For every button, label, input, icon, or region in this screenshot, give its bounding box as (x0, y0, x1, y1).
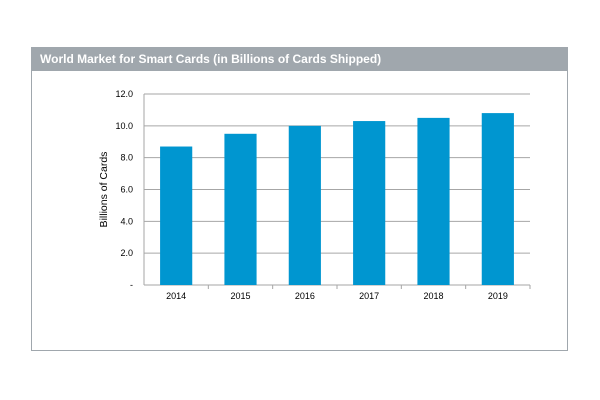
y-tick-label: 8.0 (120, 153, 133, 163)
bar-2019 (481, 113, 514, 285)
y-axis-label: Billions of Cards (98, 152, 110, 228)
bar-2017 (353, 121, 386, 285)
y-tick-label: 6.0 (120, 185, 133, 195)
x-tick-label: 2017 (359, 291, 379, 301)
y-tick-label: - (130, 280, 133, 290)
bar-2015 (224, 133, 257, 285)
x-tick-label: 2019 (488, 291, 508, 301)
x-tick-label: 2015 (230, 291, 250, 301)
chart-frame: World Market for Smart Cards (in Billion… (31, 47, 568, 351)
y-tick-label: 4.0 (120, 216, 133, 226)
y-tick-label: 12.0 (115, 89, 133, 99)
x-tick-label: 2014 (166, 291, 186, 301)
bar-2016 (288, 125, 321, 285)
chart-title: World Market for Smart Cards (in Billion… (32, 48, 567, 71)
x-tick-label: 2016 (295, 291, 315, 301)
y-tick-label: 10.0 (115, 121, 133, 131)
bar-2018 (417, 117, 450, 285)
bar-2014 (160, 146, 193, 285)
x-tick-label: 2018 (423, 291, 443, 301)
y-tick-label: 2.0 (120, 248, 133, 258)
